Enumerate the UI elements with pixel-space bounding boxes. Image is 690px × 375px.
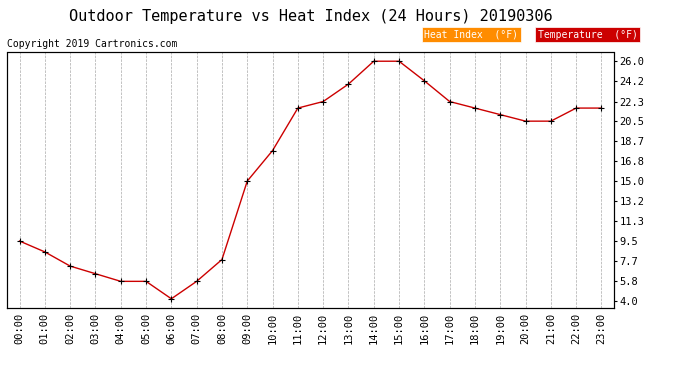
- Text: Temperature  (°F): Temperature (°F): [538, 30, 638, 39]
- Text: Copyright 2019 Cartronics.com: Copyright 2019 Cartronics.com: [7, 39, 177, 50]
- Text: Heat Index  (°F): Heat Index (°F): [424, 30, 518, 39]
- Text: Outdoor Temperature vs Heat Index (24 Hours) 20190306: Outdoor Temperature vs Heat Index (24 Ho…: [69, 9, 552, 24]
